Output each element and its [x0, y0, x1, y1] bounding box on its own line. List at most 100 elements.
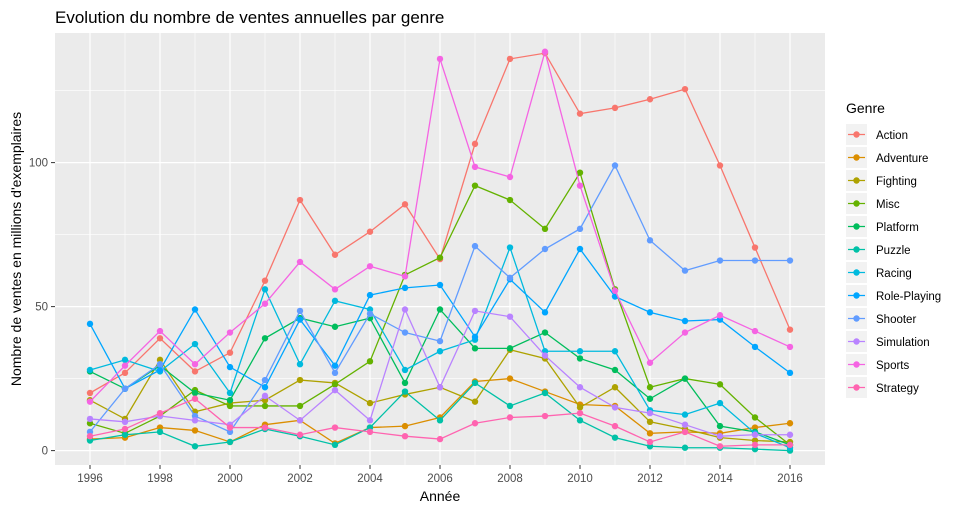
data-point-misc	[541, 225, 549, 233]
data-point-strategy	[401, 433, 409, 440]
data-point-misc	[576, 169, 584, 176]
data-point-platform	[506, 345, 514, 352]
data-point-misc	[646, 384, 654, 391]
data-point-action	[611, 104, 619, 112]
data-point-puzzle	[191, 443, 199, 450]
legend-item-simulation: Simulation	[846, 331, 930, 352]
legend-items: Action Adventure Fighting Misc Platform Puzzl…	[846, 124, 941, 398]
legend-item-action: Action	[846, 124, 908, 145]
legend-item-fighting: Fighting	[846, 170, 917, 191]
legend-item-adventure: Adventure	[846, 147, 928, 168]
x-tick-label: 2014	[707, 473, 733, 485]
data-point-puzzle	[611, 434, 619, 441]
data-point-adventure	[786, 420, 794, 427]
legend-label-racing: Racing	[876, 268, 912, 280]
data-point-strategy	[121, 425, 129, 433]
legend-label-shooter: Shooter	[876, 314, 916, 326]
data-point-sports	[436, 55, 444, 63]
data-point-strategy	[261, 424, 269, 431]
series-sports	[86, 48, 794, 405]
series-layer	[86, 48, 794, 454]
data-point-action	[786, 326, 794, 333]
data-point-role-playing	[226, 363, 234, 371]
y-tick-label: 100	[29, 158, 48, 170]
data-point-strategy	[471, 420, 479, 427]
data-point-puzzle	[471, 379, 479, 387]
x-tick-label: 2000	[217, 473, 243, 485]
data-point-racing	[716, 399, 724, 407]
data-point-sports	[716, 312, 724, 319]
legend-key-point-misc	[853, 200, 860, 207]
data-point-misc	[226, 402, 234, 410]
legend-item-puzzle: Puzzle	[846, 239, 911, 260]
data-point-sports	[786, 343, 794, 351]
legend-key-point-racing	[853, 269, 860, 276]
data-point-platform	[191, 389, 199, 397]
data-point-shooter	[261, 376, 269, 384]
x-tick-label: 1996	[77, 473, 103, 485]
data-point-shooter	[471, 242, 479, 250]
data-point-platform	[576, 355, 584, 362]
data-point-role-playing	[296, 316, 304, 323]
data-point-action	[191, 368, 199, 375]
axis-ticks	[51, 162, 791, 469]
data-point-action	[471, 140, 479, 148]
legend-item-shooter: Shooter	[846, 308, 916, 329]
data-point-shooter	[296, 307, 304, 315]
data-point-action	[226, 349, 234, 356]
data-point-misc	[296, 402, 304, 410]
data-point-puzzle	[541, 389, 549, 397]
data-point-simulation	[296, 417, 304, 424]
legend-label-fighting: Fighting	[876, 176, 917, 188]
data-point-racing	[191, 340, 199, 348]
data-point-misc	[471, 182, 479, 189]
legend-label-misc: Misc	[876, 199, 900, 211]
data-point-puzzle	[436, 417, 444, 424]
data-point-shooter	[716, 257, 724, 264]
data-point-shooter	[401, 329, 409, 336]
data-point-shooter	[751, 257, 759, 264]
data-point-role-playing	[436, 281, 444, 289]
data-point-racing	[86, 366, 94, 374]
data-point-fighting	[646, 418, 654, 425]
data-point-role-playing	[681, 317, 689, 325]
data-point-racing	[506, 244, 514, 251]
x-tick-label: 1998	[147, 473, 173, 485]
data-point-simulation	[786, 431, 794, 438]
data-point-action	[576, 110, 584, 117]
data-point-racing	[226, 389, 234, 397]
data-point-action	[331, 251, 339, 258]
data-point-simulation	[121, 418, 129, 425]
legend-key-point-shooter	[853, 315, 860, 322]
data-point-action	[681, 85, 689, 93]
legend: Genre Action Adventure Fighting Misc Platfor…	[846, 100, 941, 398]
data-point-simulation	[681, 421, 689, 428]
legend-key-point-simulation	[853, 338, 860, 345]
data-point-sports	[86, 398, 94, 405]
data-point-role-playing	[541, 309, 549, 316]
data-point-simulation	[86, 415, 94, 423]
data-point-sports	[331, 286, 339, 293]
data-point-racing	[296, 361, 304, 368]
data-point-platform	[331, 323, 339, 330]
data-point-misc	[751, 414, 759, 421]
major-gridlines	[55, 33, 825, 465]
data-point-action	[121, 369, 129, 377]
data-point-racing	[401, 366, 409, 374]
x-tick-label: 2006	[427, 473, 453, 485]
data-point-action	[751, 244, 759, 251]
data-point-sports	[261, 300, 269, 307]
data-point-role-playing	[401, 284, 409, 292]
data-point-platform	[226, 397, 234, 404]
data-point-action	[646, 96, 654, 103]
data-point-role-playing	[261, 384, 269, 391]
data-point-sports	[751, 327, 759, 335]
legend-key-point-strategy	[853, 384, 860, 391]
data-point-puzzle	[401, 388, 409, 395]
chart-title: Evolution du nombre de ventes annuelles …	[55, 8, 444, 27]
legend-title: Genre	[846, 100, 885, 116]
data-point-role-playing	[191, 306, 199, 313]
data-point-simulation	[506, 313, 514, 320]
data-point-strategy	[296, 431, 304, 438]
